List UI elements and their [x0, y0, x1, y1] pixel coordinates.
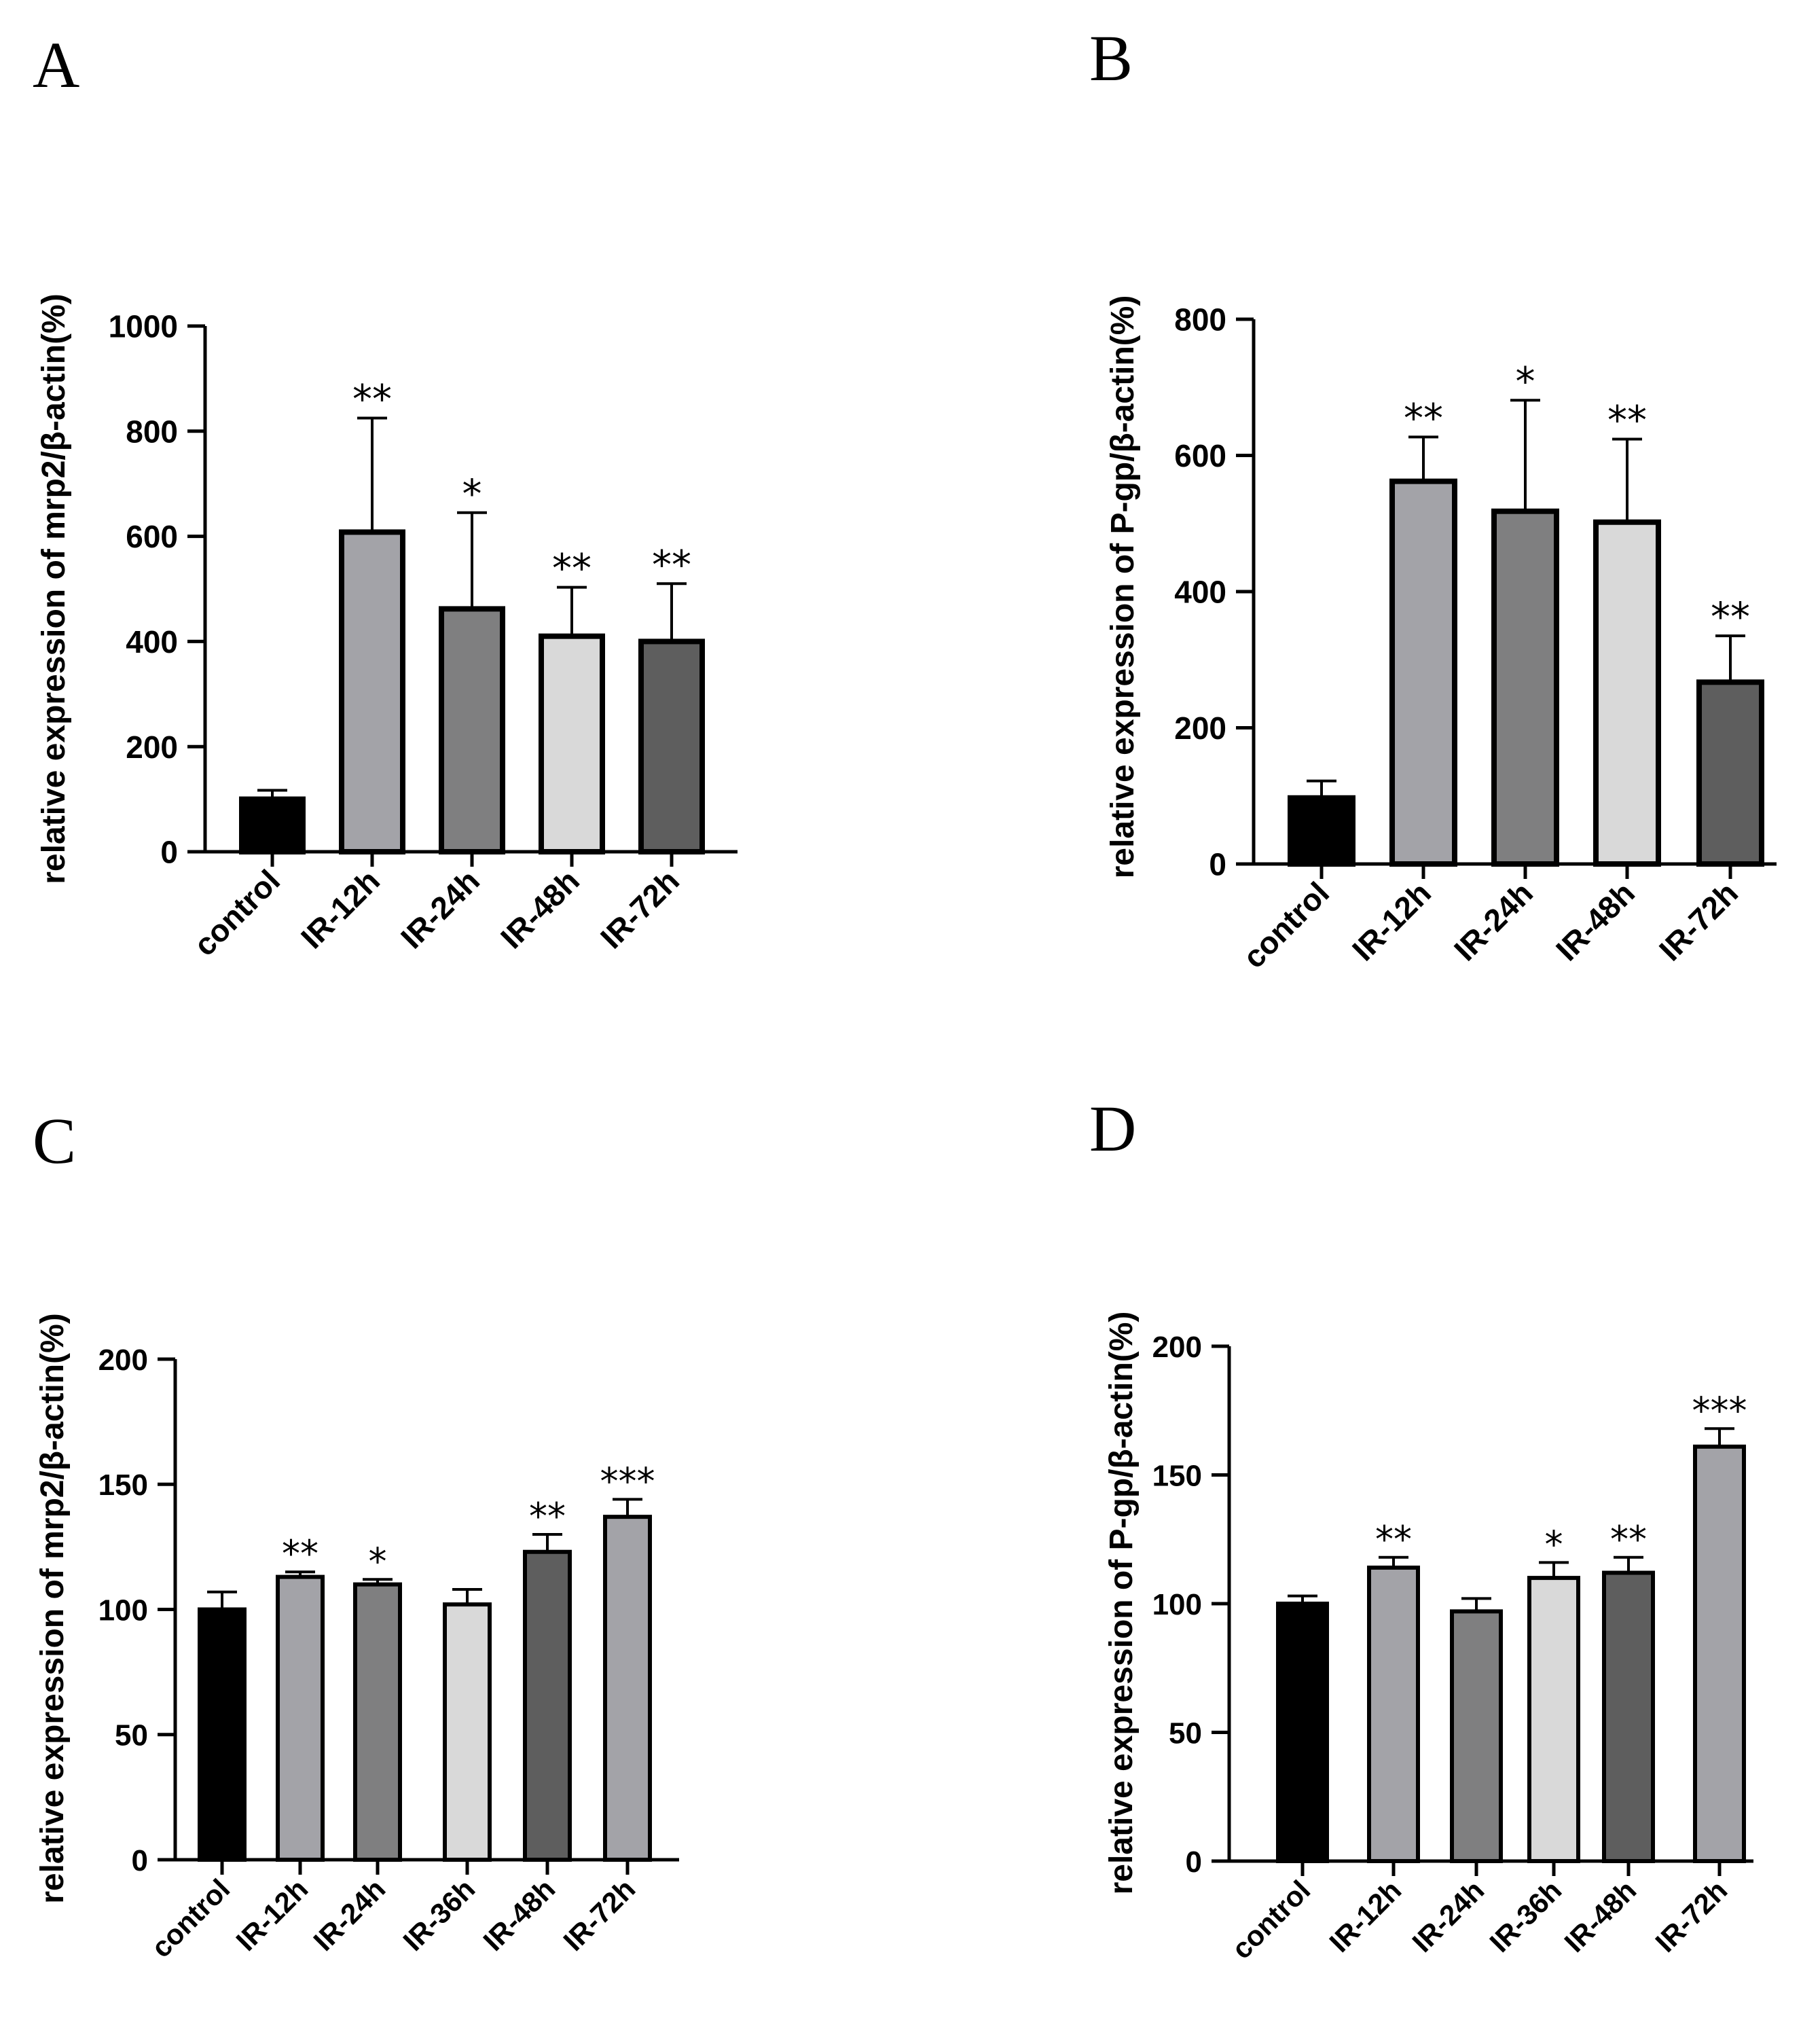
- y-tick-label: 200: [98, 1344, 148, 1377]
- bar-control: [198, 1607, 247, 1862]
- x-tick-label: control: [1225, 1874, 1316, 1965]
- significance-marker: **: [529, 1495, 566, 1538]
- y-axis-title: relative expression of P-gp/β-actin(%): [1105, 295, 1141, 879]
- y-axis-title: relative expression of mrp2/β-actin(%): [35, 1313, 71, 1904]
- bar-ir-36h: [1527, 1576, 1580, 1864]
- bar-ir-24h: [353, 1582, 402, 1862]
- significance-marker: **: [1610, 1518, 1647, 1561]
- bar-ir-72h: [1696, 679, 1764, 867]
- significance-marker: **: [1375, 1518, 1412, 1561]
- significance-marker: **: [552, 545, 592, 592]
- bar-ir-12h: [339, 529, 405, 855]
- significance-marker: **: [1711, 594, 1750, 640]
- y-tick-label: 100: [1152, 1588, 1202, 1621]
- x-tick-label: control: [1236, 875, 1336, 975]
- bar-ir-72h: [1693, 1444, 1746, 1864]
- x-tick-label: IR-36h: [397, 1873, 481, 1957]
- y-tick-label: 800: [1174, 302, 1226, 338]
- x-tick-label: control: [145, 1873, 236, 1964]
- y-tick-label: 400: [126, 624, 178, 660]
- y-tick-label: 0: [1186, 1845, 1202, 1879]
- bar-ir-48h: [1593, 519, 1661, 867]
- bar-ir-12h: [1389, 478, 1457, 867]
- chart-panel-d: 0 50 100 150 200 relative expression of P-gp/…: [1104, 1312, 1753, 1965]
- y-tick-label: 200: [1174, 710, 1226, 746]
- y-tick-label: 1000: [109, 309, 178, 344]
- significance-marker: *: [369, 1540, 387, 1583]
- x-tick-label: IR-12h: [1345, 875, 1438, 967]
- y-axis-title: relative expression of mrp2/β-actin(%): [36, 293, 72, 884]
- y-tick-label: 600: [1174, 438, 1226, 473]
- panel-letter-c: C: [33, 1104, 77, 1177]
- significance-marker: *: [1516, 358, 1535, 404]
- x-tick-label: IR-12h: [294, 863, 386, 955]
- y-tick-label: 200: [126, 729, 178, 765]
- x-tick-label: IR-24h: [394, 863, 486, 955]
- bar-control: [1276, 1602, 1329, 1863]
- y-tick-label: 50: [1169, 1716, 1202, 1750]
- chart-panel-c: 0 50 100 150 200 relative expression of mrp2/…: [35, 1313, 679, 1964]
- y-tick-label: 800: [126, 414, 178, 449]
- bar-ir-12h: [276, 1574, 325, 1862]
- significance-marker: ***: [1692, 1389, 1747, 1432]
- x-tick-label: IR-48h: [477, 1873, 561, 1957]
- chart-panel-a: 0 200 400 600 800 1000 relative expression of …: [36, 293, 738, 962]
- panel-letter-d: D: [1089, 1092, 1137, 1165]
- x-tick-label: IR-48h: [1549, 875, 1641, 967]
- x-tick-label: IR-72h: [1649, 1874, 1733, 1958]
- x-tick-label: IR-36h: [1483, 1874, 1567, 1958]
- significance-marker: *: [462, 471, 482, 517]
- bar-ir-24h: [439, 606, 505, 854]
- y-tick-label: 50: [115, 1719, 148, 1752]
- x-tick-label: IR-72h: [557, 1873, 641, 1957]
- significance-marker: **: [1607, 397, 1647, 443]
- y-tick-label: 400: [1174, 575, 1226, 610]
- significance-marker: **: [652, 541, 691, 588]
- bar-ir-48h: [1602, 1570, 1655, 1864]
- y-tick-label: 0: [1209, 847, 1226, 882]
- y-tick-label: 0: [132, 1844, 148, 1877]
- bar-control: [1288, 795, 1355, 867]
- significance-marker: ***: [600, 1460, 655, 1502]
- x-tick-label: IR-12h: [230, 1873, 314, 1957]
- panel-letter-a: A: [33, 29, 80, 101]
- panel-letter-b: B: [1089, 22, 1133, 94]
- x-tick-label: IR-12h: [1323, 1874, 1407, 1958]
- y-tick-label: 600: [126, 519, 178, 554]
- bar-ir-24h: [1450, 1609, 1503, 1864]
- y-tick-label: 200: [1152, 1331, 1202, 1364]
- y-tick-label: 0: [160, 835, 178, 870]
- x-tick-label: IR-48h: [494, 863, 586, 955]
- x-tick-label: IR-72h: [1652, 875, 1745, 967]
- significance-marker: *: [1545, 1523, 1563, 1566]
- y-tick-label: 150: [98, 1469, 148, 1502]
- bar-ir-72h: [638, 638, 705, 855]
- bar-ir-48h: [523, 1549, 572, 1862]
- y-tick-label: 150: [1152, 1459, 1202, 1492]
- x-tick-label: IR-72h: [594, 863, 686, 955]
- x-tick-label: IR-24h: [307, 1873, 391, 1957]
- bar-ir-48h: [539, 633, 605, 854]
- significance-marker: **: [352, 376, 392, 422]
- x-tick-label: IR-48h: [1558, 1874, 1642, 1958]
- x-tick-label: control: [187, 863, 287, 962]
- chart-panel-b: 0 200 400 600 800 relative expression of P-gp…: [1105, 295, 1777, 975]
- y-tick-label: 100: [98, 1593, 148, 1627]
- x-tick-label: IR-24h: [1447, 875, 1540, 967]
- significance-marker: **: [282, 1532, 318, 1575]
- bar-ir-24h: [1491, 508, 1559, 867]
- x-tick-label: IR-24h: [1406, 1874, 1490, 1958]
- y-axis-title: relative expression of P-gp/β-actin(%): [1104, 1312, 1140, 1895]
- bar-control: [239, 796, 306, 854]
- bar-ir-12h: [1367, 1565, 1420, 1863]
- significance-marker: **: [1404, 395, 1443, 441]
- bar-ir-36h: [443, 1602, 492, 1862]
- bar-ir-72h: [603, 1515, 652, 1862]
